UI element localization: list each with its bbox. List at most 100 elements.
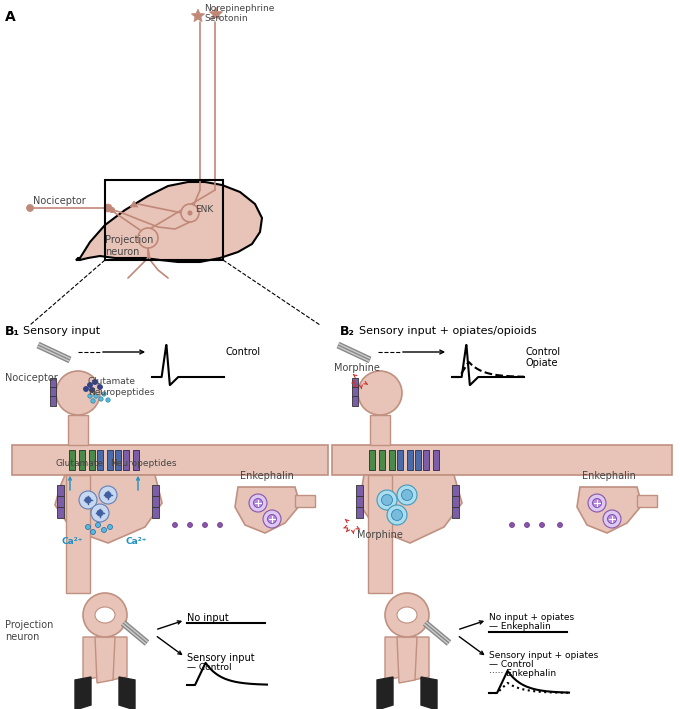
Polygon shape bbox=[397, 637, 417, 683]
Circle shape bbox=[188, 211, 192, 215]
Circle shape bbox=[104, 204, 112, 212]
Polygon shape bbox=[370, 415, 390, 445]
Text: — Control: — Control bbox=[187, 663, 232, 672]
Circle shape bbox=[509, 523, 515, 527]
Circle shape bbox=[106, 398, 110, 402]
Bar bbox=[115, 450, 121, 470]
Polygon shape bbox=[83, 637, 99, 680]
Polygon shape bbox=[191, 9, 205, 22]
Polygon shape bbox=[385, 637, 401, 680]
Polygon shape bbox=[75, 677, 91, 709]
Circle shape bbox=[88, 393, 92, 398]
Polygon shape bbox=[55, 475, 162, 543]
Circle shape bbox=[558, 523, 562, 527]
Polygon shape bbox=[119, 677, 135, 709]
Text: Glutamate: Glutamate bbox=[55, 459, 103, 468]
Circle shape bbox=[392, 510, 403, 520]
Text: Morphine: Morphine bbox=[334, 363, 380, 373]
Circle shape bbox=[84, 386, 88, 391]
Circle shape bbox=[90, 388, 95, 393]
Bar bbox=[379, 450, 385, 470]
Circle shape bbox=[95, 523, 101, 527]
Bar bbox=[57, 485, 64, 496]
Circle shape bbox=[91, 398, 95, 403]
Circle shape bbox=[94, 393, 98, 398]
Text: Neuropeptides: Neuropeptides bbox=[88, 388, 154, 397]
Bar bbox=[356, 485, 363, 496]
Bar bbox=[79, 450, 85, 470]
Text: A: A bbox=[5, 10, 16, 24]
Text: Glutamate: Glutamate bbox=[88, 377, 136, 386]
Circle shape bbox=[88, 382, 92, 388]
Text: Sensory input + opiates: Sensory input + opiates bbox=[489, 651, 598, 660]
Bar bbox=[97, 450, 103, 470]
Bar bbox=[152, 485, 159, 496]
Polygon shape bbox=[368, 475, 392, 593]
Polygon shape bbox=[66, 475, 90, 593]
Text: Sensory input + opiates/opioids: Sensory input + opiates/opioids bbox=[359, 326, 537, 336]
Circle shape bbox=[109, 208, 114, 213]
Bar bbox=[389, 450, 395, 470]
Text: — Enkephalin: — Enkephalin bbox=[489, 622, 551, 631]
Bar bbox=[152, 496, 159, 507]
Text: B₁: B₁ bbox=[5, 325, 20, 338]
Circle shape bbox=[99, 397, 103, 401]
Text: Opiate: Opiate bbox=[525, 358, 558, 368]
Bar bbox=[356, 496, 363, 507]
Circle shape bbox=[588, 494, 606, 512]
Ellipse shape bbox=[56, 371, 100, 415]
Text: Ca²⁺: Ca²⁺ bbox=[62, 537, 84, 546]
Bar bbox=[452, 496, 459, 507]
Circle shape bbox=[203, 523, 207, 527]
Circle shape bbox=[97, 510, 103, 516]
Text: Projection
neuron: Projection neuron bbox=[5, 620, 53, 642]
Text: — Control: — Control bbox=[489, 660, 534, 669]
Circle shape bbox=[381, 494, 392, 506]
Ellipse shape bbox=[138, 228, 158, 248]
Polygon shape bbox=[413, 637, 429, 680]
Text: Ca²⁺: Ca²⁺ bbox=[125, 537, 146, 546]
Ellipse shape bbox=[181, 204, 199, 222]
Ellipse shape bbox=[358, 371, 402, 415]
Circle shape bbox=[607, 515, 617, 523]
Text: No input + opiates: No input + opiates bbox=[489, 613, 574, 622]
Text: Control: Control bbox=[225, 347, 260, 357]
Circle shape bbox=[90, 530, 95, 535]
Circle shape bbox=[377, 490, 397, 510]
Circle shape bbox=[102, 392, 106, 396]
Polygon shape bbox=[235, 487, 300, 533]
Bar bbox=[415, 450, 421, 470]
Polygon shape bbox=[12, 445, 328, 475]
Polygon shape bbox=[111, 637, 127, 680]
Circle shape bbox=[86, 525, 90, 530]
Circle shape bbox=[27, 204, 33, 211]
Circle shape bbox=[603, 510, 621, 528]
Polygon shape bbox=[577, 487, 642, 533]
Bar bbox=[133, 450, 139, 470]
Circle shape bbox=[188, 523, 192, 527]
Text: Norepinephrine
Serotonin: Norepinephrine Serotonin bbox=[204, 4, 274, 23]
Text: Nociceptor: Nociceptor bbox=[5, 373, 58, 383]
Bar bbox=[423, 450, 429, 470]
Polygon shape bbox=[68, 415, 88, 445]
Text: Morphine: Morphine bbox=[357, 530, 403, 540]
Polygon shape bbox=[377, 677, 393, 709]
Bar bbox=[50, 387, 56, 397]
Bar bbox=[50, 378, 56, 388]
Circle shape bbox=[79, 491, 97, 509]
Circle shape bbox=[97, 384, 103, 389]
Ellipse shape bbox=[385, 593, 429, 637]
Bar bbox=[369, 450, 375, 470]
Circle shape bbox=[218, 523, 222, 527]
Polygon shape bbox=[421, 677, 437, 709]
Circle shape bbox=[101, 527, 107, 532]
Bar bbox=[433, 450, 439, 470]
Circle shape bbox=[105, 492, 111, 498]
Text: ENK: ENK bbox=[195, 206, 214, 215]
Bar bbox=[123, 450, 129, 470]
Bar bbox=[57, 507, 64, 518]
Polygon shape bbox=[95, 637, 115, 683]
Circle shape bbox=[539, 523, 545, 527]
Text: Projection
neuron: Projection neuron bbox=[105, 235, 154, 257]
Polygon shape bbox=[637, 495, 657, 507]
